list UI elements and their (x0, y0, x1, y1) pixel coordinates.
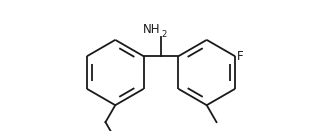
Text: F: F (237, 50, 243, 63)
Text: NH: NH (143, 23, 160, 36)
Text: 2: 2 (162, 30, 167, 39)
